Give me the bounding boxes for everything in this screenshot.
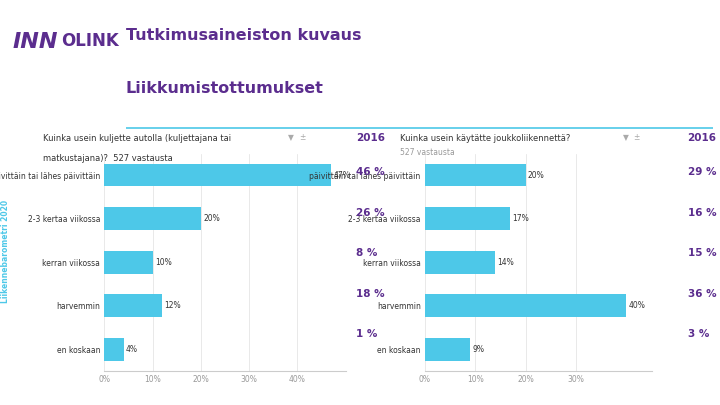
Text: 46 %: 46 % <box>356 167 385 177</box>
Text: INN: INN <box>13 32 58 52</box>
Text: 3 %: 3 % <box>688 329 709 339</box>
Bar <box>425 251 495 273</box>
Bar <box>104 338 124 361</box>
Bar <box>104 294 162 317</box>
Text: ▼: ▼ <box>623 133 629 142</box>
Text: 12%: 12% <box>165 301 181 310</box>
Text: 9%: 9% <box>472 345 484 354</box>
Text: 2016: 2016 <box>688 133 716 143</box>
Text: 18 %: 18 % <box>356 289 385 298</box>
Text: OLINK: OLINK <box>61 32 119 50</box>
Text: 15 %: 15 % <box>688 248 716 258</box>
Text: Kuinka usein kuljette autolla (kuljettajana tai: Kuinka usein kuljette autolla (kuljettaj… <box>43 134 231 143</box>
Text: 17%: 17% <box>513 214 529 223</box>
Text: 26 %: 26 % <box>356 208 385 217</box>
Text: 1 %: 1 % <box>356 329 378 339</box>
Text: 4%: 4% <box>126 345 138 354</box>
Text: 20%: 20% <box>203 214 220 223</box>
Bar <box>104 251 153 273</box>
Text: Liikkumistottumukset: Liikkumistottumukset <box>126 81 324 96</box>
Text: 527 vastausta: 527 vastausta <box>400 148 454 157</box>
Text: 2016: 2016 <box>356 133 385 143</box>
Text: 20%: 20% <box>528 171 544 179</box>
Text: 10%: 10% <box>155 258 172 267</box>
Text: 14%: 14% <box>498 258 514 267</box>
Text: 29 %: 29 % <box>688 167 716 177</box>
Text: 8 %: 8 % <box>356 248 378 258</box>
Text: 7: 7 <box>17 391 24 401</box>
Bar <box>104 207 201 230</box>
Text: 36 %: 36 % <box>688 289 716 298</box>
Text: Kuinka usein käytätte joukkoliikennettä?: Kuinka usein käytätte joukkoliikennettä? <box>400 134 570 143</box>
Text: ▼: ▼ <box>288 133 294 142</box>
Text: 16 %: 16 % <box>688 208 716 217</box>
Text: Tutkimusaineiston kuvaus: Tutkimusaineiston kuvaus <box>126 28 361 43</box>
Text: ±: ± <box>299 133 305 142</box>
Bar <box>425 294 626 317</box>
Text: 40%: 40% <box>629 301 645 310</box>
Text: 47%: 47% <box>333 171 351 179</box>
Bar <box>425 164 526 186</box>
Bar <box>425 207 510 230</box>
Text: matkustajana)?  527 vastausta: matkustajana)? 527 vastausta <box>43 154 173 163</box>
Bar <box>104 164 331 186</box>
Text: ±: ± <box>634 133 640 142</box>
Text: Liikennebarometri 2020: Liikennebarometri 2020 <box>1 200 10 303</box>
Bar <box>425 338 470 361</box>
